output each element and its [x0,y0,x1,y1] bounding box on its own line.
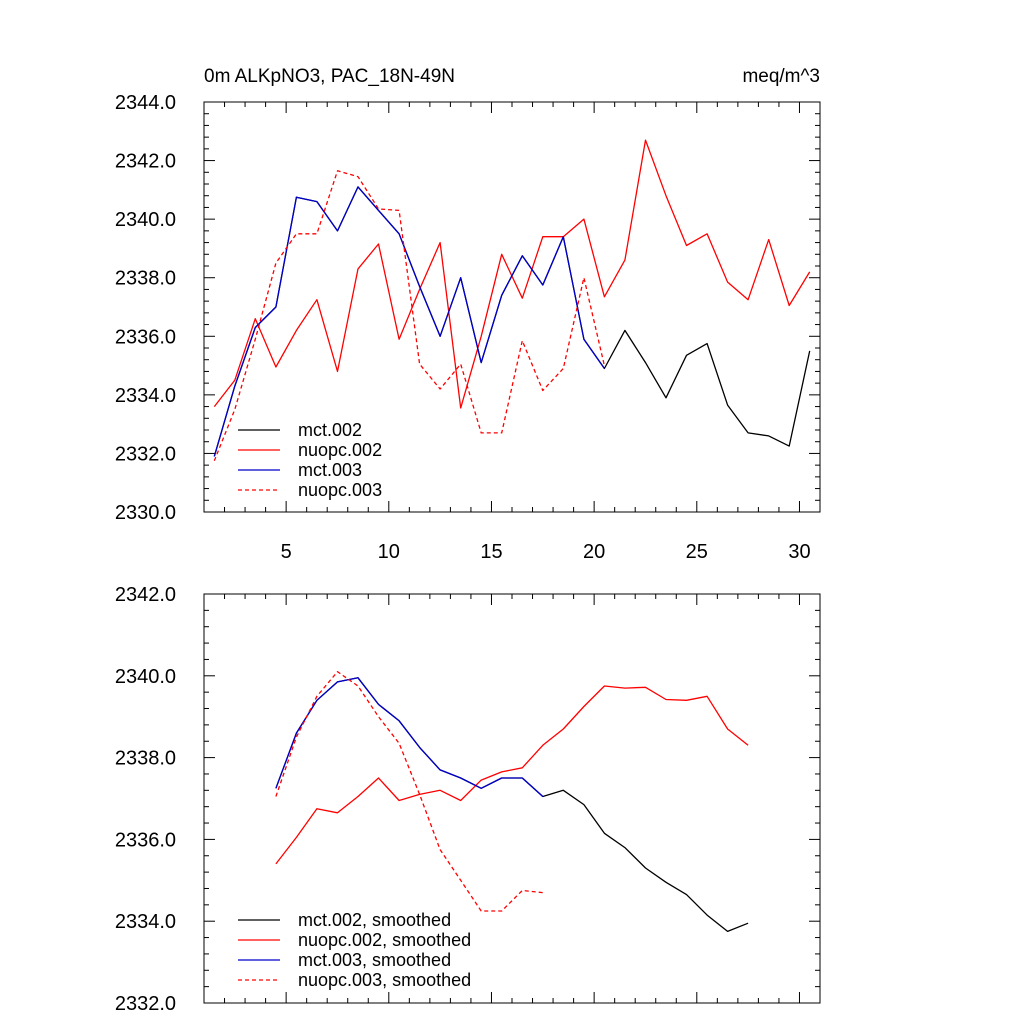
top-panel-title: 0m ALKpNO3, PAC_18N-49N [204,66,455,87]
top-legend-label-3: nuopc.003 [298,480,382,500]
bottom-legend-label-1: nuopc.002, smoothed [298,930,471,950]
top-x-tick-label: 25 [686,541,708,563]
top-x-tick-label: 5 [281,541,292,563]
bottom-y-tick-label: 2340.0 [115,666,176,688]
top-legend-label-2: mct.003 [298,460,362,480]
top-y-tick-label: 2332.0 [115,443,176,465]
top-y-tick-label: 2330.0 [115,502,176,524]
top-legend-label-0: mct.002 [298,420,362,440]
bottom-legend-label-0: mct.002, smoothed [298,910,451,930]
bottom-y-tick-label: 2332.0 [115,993,176,1015]
top-series-line-0 [213,186,811,457]
bottom-panel: 2332.0 2334.0 2336.0 2338.0 2340.0 2342.0 mct.… [115,584,821,1015]
top-y-tick-label: 2338.0 [115,268,176,290]
bottom-y-tick-label: 2334.0 [115,911,176,933]
top-panel-units: meq/m^3 [742,66,820,87]
top-series-line-2 [213,186,605,457]
top-legend-label-1: nuopc.002 [298,440,382,460]
bottom-series-line-2 [275,677,544,797]
bottom-series-line-1 [275,685,749,865]
bottom-series-line-0 [275,677,749,933]
top-x-tick-label: 20 [583,541,605,563]
top-series-line-3 [213,170,606,462]
top-y-tick-label: 2344.0 [115,92,176,114]
top-y-tick-label: 2334.0 [115,385,176,407]
top-x-tick-label: 15 [480,541,502,563]
top-plot-frame [203,101,821,513]
top-x-tick-label: 10 [378,541,400,563]
bottom-y-tick-label: 2342.0 [115,584,176,606]
bottom-plot-frame [203,593,821,1004]
top-series-line-1 [213,139,811,409]
bottom-legend-label-2: mct.003, smoothed [298,950,451,970]
top-panel: 0m ALKpNO3, PAC_18N-49N meq/m^3 5 10 15 20 2… [115,66,821,563]
bottom-legend-label-3: nuopc.003, smoothed [298,970,471,990]
bottom-series-line-3 [275,671,543,912]
top-y-tick-label: 2336.0 [115,326,176,348]
bottom-y-tick-label: 2338.0 [115,748,176,770]
bottom-y-tick-label: 2336.0 [115,829,176,851]
top-y-tick-label: 2342.0 [115,151,176,173]
top-x-tick-label: 30 [788,541,810,563]
top-y-tick-label: 2340.0 [115,209,176,231]
